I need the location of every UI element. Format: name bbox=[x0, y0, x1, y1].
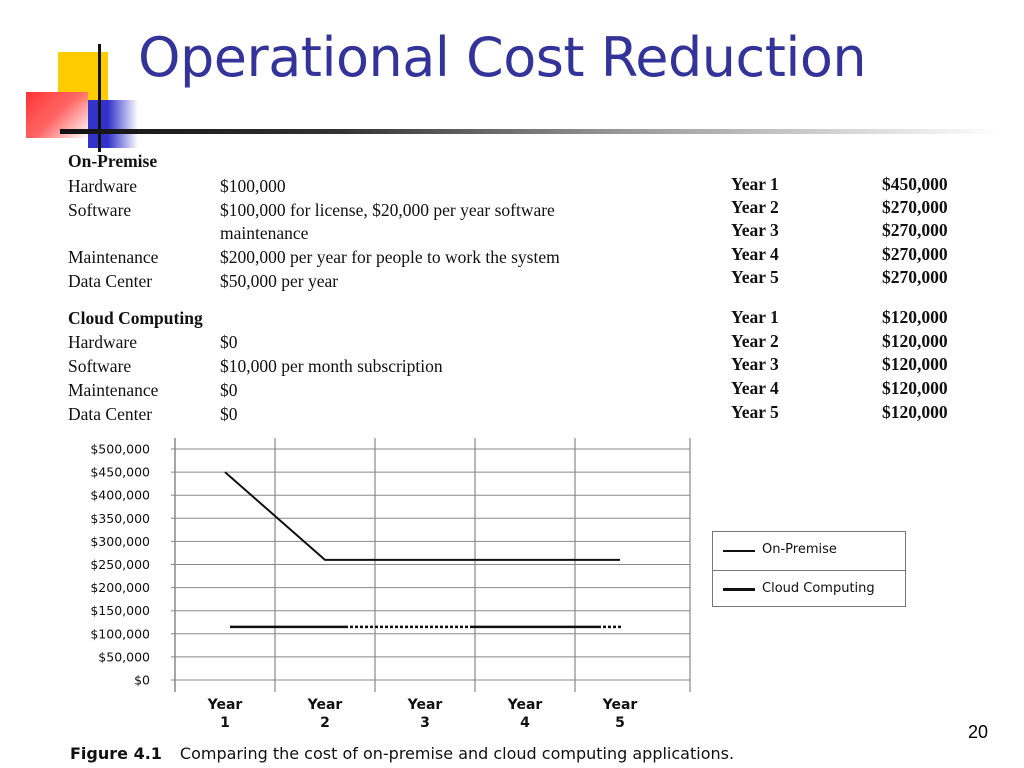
cl-label-maintenance: Maintenance bbox=[68, 380, 159, 400]
op-value-software-cont: maintenance bbox=[220, 223, 309, 243]
cloud-heading: Cloud Computing bbox=[68, 308, 203, 328]
cl-amount-3: $120,000 bbox=[882, 354, 948, 374]
cl-amount-4: $120,000 bbox=[882, 378, 948, 398]
y-tick-label: $350,000 bbox=[90, 511, 150, 526]
figure-caption: Figure 4.1 Comparing the cost of on-premi… bbox=[70, 744, 734, 763]
x-tick-label-line2: 3 bbox=[420, 715, 430, 731]
x-tick-label-line2: 4 bbox=[520, 715, 530, 731]
legend-label-cloud: Cloud Computing bbox=[762, 581, 875, 596]
cl-value-maintenance: $0 bbox=[220, 380, 238, 400]
legend-swatch-on-premise bbox=[723, 550, 755, 552]
cl-amount-5: $120,000 bbox=[882, 402, 948, 422]
cl-amount-1: $120,000 bbox=[882, 307, 948, 327]
y-tick-label: $250,000 bbox=[90, 557, 150, 572]
op-label-hardware: Hardware bbox=[68, 176, 137, 196]
cl-year-4: Year 4 bbox=[731, 378, 779, 398]
legend-swatch-cloud bbox=[723, 588, 755, 591]
op-amount-1: $450,000 bbox=[882, 174, 948, 194]
cl-year-3: Year 3 bbox=[731, 354, 779, 374]
cl-year-1: Year 1 bbox=[731, 307, 779, 327]
cl-label-hardware: Hardware bbox=[68, 332, 137, 352]
cl-label-data-center: Data Center bbox=[68, 404, 153, 424]
x-tick-label-line2: 5 bbox=[615, 715, 625, 731]
cl-year-5: Year 5 bbox=[731, 402, 779, 422]
figure-caption-text: Comparing the cost of on-premise and clo… bbox=[179, 744, 735, 763]
y-tick-label: $300,000 bbox=[90, 534, 150, 549]
cl-year-2: Year 2 bbox=[731, 331, 779, 351]
y-tick-label: $500,000 bbox=[90, 442, 150, 457]
legend-label-on-premise: On-Premise bbox=[762, 542, 837, 557]
figure-caption-label: Figure 4.1 bbox=[70, 744, 162, 763]
legend-item-on-premise: On-Premise bbox=[713, 532, 905, 570]
cl-value-data-center: $0 bbox=[220, 404, 238, 424]
x-tick-label-line2: 2 bbox=[320, 715, 330, 731]
y-tick-label: $200,000 bbox=[90, 580, 150, 595]
op-year-2: Year 2 bbox=[731, 197, 779, 217]
y-tick-label: $450,000 bbox=[90, 465, 150, 480]
y-tick-label: $400,000 bbox=[90, 488, 150, 503]
op-label-maintenance: Maintenance bbox=[68, 247, 159, 267]
op-year-5: Year 5 bbox=[731, 267, 779, 287]
op-year-3: Year 3 bbox=[731, 220, 779, 240]
legend-item-cloud: Cloud Computing bbox=[713, 570, 905, 609]
on-premise-heading: On-Premise bbox=[68, 151, 158, 171]
deco-blue-square bbox=[88, 100, 138, 148]
x-tick-label-line1: Year bbox=[207, 697, 243, 713]
cl-label-software: Software bbox=[68, 356, 132, 376]
y-tick-label: $50,000 bbox=[98, 649, 150, 664]
cl-amount-2: $120,000 bbox=[882, 331, 948, 351]
op-value-data-center: $50,000 per year bbox=[220, 271, 339, 291]
op-year-4: Year 4 bbox=[731, 244, 779, 264]
chart-legend: On-Premise Cloud Computing bbox=[712, 531, 906, 607]
cost-line-chart: $0 $50,000 $100,000 $150,000 $200,000 $250,00… bbox=[90, 438, 691, 731]
series-line-on-premise bbox=[224, 471, 620, 561]
cl-value-software: $10,000 per month subscription bbox=[220, 356, 443, 376]
y-tick-label: $100,000 bbox=[90, 626, 150, 641]
op-value-maintenance: $200,000 per year for people to work the… bbox=[220, 247, 560, 267]
x-tick-label-line1: Year bbox=[307, 697, 343, 713]
x-tick-label-line2: 1 bbox=[220, 715, 230, 731]
x-tick-label-line1: Year bbox=[602, 697, 638, 713]
x-tick-label-line1: Year bbox=[507, 697, 543, 713]
op-label-software: Software bbox=[68, 200, 132, 220]
op-amount-2: $270,000 bbox=[882, 197, 948, 217]
x-tick-label-line1: Year bbox=[407, 697, 443, 713]
op-label-data-center: Data Center bbox=[68, 271, 153, 291]
op-year-1: Year 1 bbox=[731, 174, 779, 194]
page-number: 20 bbox=[968, 722, 989, 742]
deco-vertical-line bbox=[98, 44, 101, 152]
op-value-software: $100,000 for license, $20,000 per year s… bbox=[220, 200, 555, 220]
y-tick-label: $0 bbox=[134, 673, 150, 688]
y-tick-label: $150,000 bbox=[90, 603, 150, 618]
op-amount-3: $270,000 bbox=[882, 220, 948, 240]
cl-value-hardware: $0 bbox=[220, 332, 238, 352]
op-value-hardware: $100,000 bbox=[220, 176, 286, 196]
op-amount-5: $270,000 bbox=[882, 267, 948, 287]
op-amount-4: $270,000 bbox=[882, 244, 948, 264]
slide-title: Operational Cost Reduction bbox=[138, 26, 867, 89]
title-underline bbox=[60, 129, 1000, 134]
